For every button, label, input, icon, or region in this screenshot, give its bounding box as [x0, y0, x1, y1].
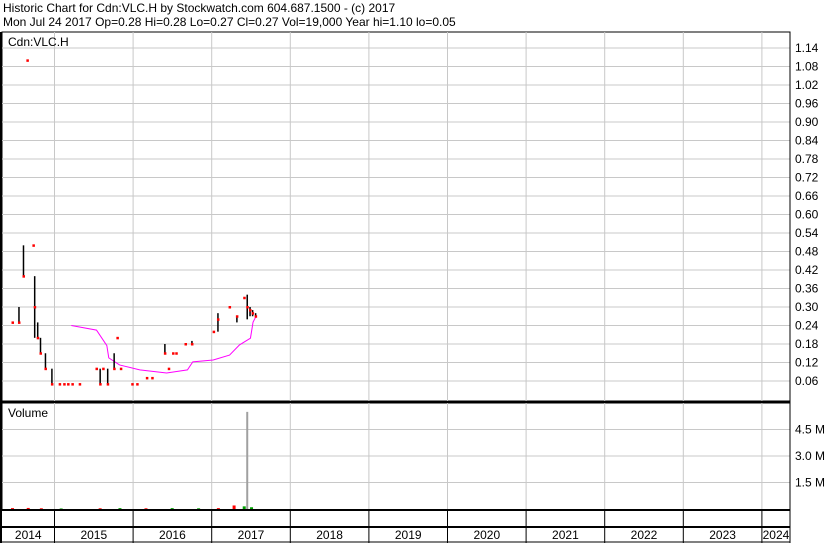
price-tick-label: 0.42 [795, 263, 819, 277]
close-marker [216, 318, 220, 321]
close-marker [67, 383, 70, 386]
price-tick-label: 0.72 [795, 171, 819, 185]
close-marker [228, 306, 232, 309]
moving-average-line [71, 316, 257, 374]
price-tick-label: 0.48 [795, 245, 819, 259]
close-marker [136, 383, 139, 386]
close-marker [116, 336, 119, 340]
close-marker [102, 367, 105, 371]
volume-panel-title: Volume [8, 406, 48, 420]
price-tick-label: 0.66 [795, 189, 819, 203]
close-marker [99, 383, 102, 386]
close-marker [26, 59, 29, 62]
close-marker [249, 309, 252, 312]
price-panel-title: Cdn:VLC.H [8, 35, 69, 49]
price-tick-label: 1.08 [795, 60, 819, 74]
volume-tick-label: 3.0 M [795, 449, 825, 463]
close-marker [212, 330, 216, 334]
close-marker [11, 321, 15, 324]
year-label: 2014 [15, 528, 42, 542]
close-marker [151, 376, 154, 380]
year-label: 2016 [159, 528, 186, 542]
close-marker [113, 367, 116, 371]
close-marker [235, 315, 239, 318]
price-tick-label: 0.60 [795, 208, 819, 222]
close-marker [22, 275, 25, 278]
close-marker [167, 367, 171, 371]
year-label: 2022 [631, 528, 658, 542]
price-tick-label: 0.78 [795, 152, 819, 166]
price-tick-label: 0.12 [795, 356, 819, 370]
close-marker [172, 352, 175, 355]
quote-summary: Mon Jul 24 2017 Op=0.28 Hi=0.28 Lo=0.27 … [3, 15, 456, 29]
price-tick-label: 0.84 [795, 134, 819, 148]
close-marker [251, 312, 255, 315]
price-tick-label: 0.96 [795, 97, 819, 111]
volume-tick-label: 4.5 M [795, 423, 825, 437]
price-tick-label: 1.14 [795, 41, 819, 55]
price-tick-label: 1.02 [795, 78, 819, 92]
close-marker [190, 343, 194, 346]
close-marker [184, 343, 187, 346]
close-marker [163, 352, 167, 355]
price-tick-label: 0.90 [795, 115, 819, 129]
price-tick-label: 0.36 [795, 282, 819, 296]
close-marker [131, 383, 134, 386]
close-marker [17, 321, 21, 324]
close-marker [71, 383, 74, 386]
year-label: 2018 [316, 528, 343, 542]
close-marker [50, 383, 54, 386]
close-marker [119, 367, 123, 371]
volume-tick-label: 1.5 M [795, 476, 825, 490]
close-marker [243, 296, 246, 300]
close-marker [36, 336, 40, 340]
close-marker [145, 376, 149, 380]
close-marker [254, 315, 258, 318]
year-label: 2017 [238, 528, 265, 542]
price-panel [1, 31, 791, 402]
close-marker [246, 306, 249, 309]
price-tick-label: 0.24 [795, 319, 819, 333]
price-tick-label: 0.54 [795, 226, 819, 240]
year-label: 2021 [552, 528, 579, 542]
year-label: 2019 [395, 528, 422, 542]
price-tick-label: 0.30 [795, 300, 819, 314]
close-marker [106, 383, 110, 386]
year-label: 2015 [80, 528, 107, 542]
close-marker [175, 352, 178, 355]
price-tick-label: 0.06 [795, 374, 819, 388]
price-tick-label: 0.18 [795, 337, 819, 351]
year-label: 2023 [709, 528, 736, 542]
close-marker [95, 367, 98, 371]
year-label: 2024 [763, 528, 790, 542]
chart-title: Historic Chart for Cdn:VLC.H by Stockwat… [3, 1, 396, 15]
close-marker [33, 306, 37, 309]
close-marker [78, 383, 82, 386]
close-marker [63, 383, 66, 386]
close-marker [58, 383, 62, 386]
year-label: 2020 [473, 528, 500, 542]
close-marker [44, 367, 47, 371]
close-marker [32, 244, 35, 247]
close-marker [39, 352, 43, 355]
